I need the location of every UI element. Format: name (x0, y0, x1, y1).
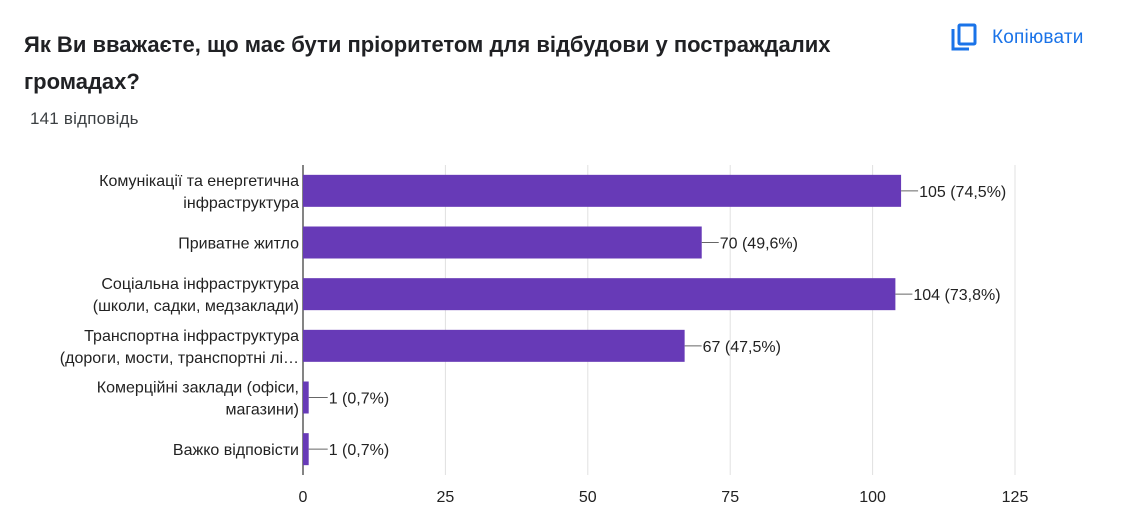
bar (303, 226, 702, 259)
bar (303, 278, 896, 311)
category-label: магазини) (226, 402, 299, 419)
copy-icon (951, 23, 977, 51)
category-label: Соціальна інфраструктура (101, 276, 299, 293)
x-tick-label: 25 (437, 489, 455, 506)
x-tick-label: 125 (1002, 489, 1029, 506)
category-label: Транспортна інфраструктура (84, 328, 299, 345)
data-label: 1 (0,7%) (329, 391, 389, 408)
data-label: 105 (74,5%) (919, 184, 1006, 201)
bar (303, 381, 309, 414)
category-label: Приватне житло (178, 236, 299, 253)
category-label: Важко відповісти (173, 442, 299, 459)
copy-label: Копіювати (992, 27, 1084, 48)
x-tick-label: 100 (859, 489, 886, 506)
x-tick-label: 75 (721, 489, 739, 506)
copy-button[interactable]: Копіювати (946, 18, 1092, 58)
bar (303, 433, 309, 466)
response-count: 141 відповідь (30, 109, 139, 128)
category-label: інфраструктура (183, 195, 299, 212)
bar (303, 329, 685, 362)
data-label: 70 (49,6%) (720, 236, 798, 253)
question-title: Як Ви вважаєте, що має бути пріоритетом … (24, 32, 831, 94)
data-label: 1 (0,7%) (329, 442, 389, 459)
bar (303, 174, 902, 207)
x-tick-label: 0 (299, 489, 308, 506)
category-label: Комерційні заклади (офіси, (97, 380, 299, 397)
x-tick-label: 50 (579, 489, 597, 506)
data-label: 104 (73,8%) (913, 287, 1000, 304)
category-label: (школи, садки, медзаклади) (93, 298, 299, 315)
category-label: (дороги, мости, транспортні лі… (60, 350, 299, 367)
data-label: 67 (47,5%) (703, 339, 781, 356)
category-label: Комунікації та енергетична (99, 173, 299, 190)
